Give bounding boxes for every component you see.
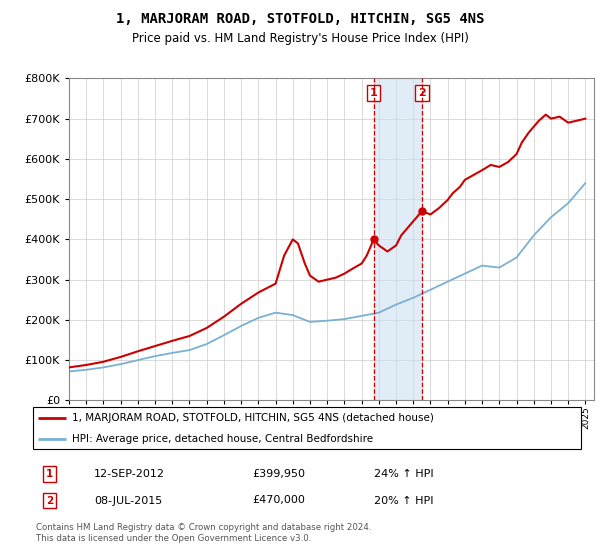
FancyBboxPatch shape bbox=[33, 407, 581, 449]
Text: Price paid vs. HM Land Registry's House Price Index (HPI): Price paid vs. HM Land Registry's House … bbox=[131, 32, 469, 45]
Text: 1: 1 bbox=[370, 88, 377, 98]
Text: £399,950: £399,950 bbox=[252, 469, 305, 479]
Text: HPI: Average price, detached house, Central Bedfordshire: HPI: Average price, detached house, Cent… bbox=[71, 435, 373, 444]
Text: 12-SEP-2012: 12-SEP-2012 bbox=[94, 469, 165, 479]
Text: 20% ↑ HPI: 20% ↑ HPI bbox=[374, 496, 434, 506]
Text: 1, MARJORAM ROAD, STOTFOLD, HITCHIN, SG5 4NS: 1, MARJORAM ROAD, STOTFOLD, HITCHIN, SG5… bbox=[116, 12, 484, 26]
Text: Contains HM Land Registry data © Crown copyright and database right 2024.
This d: Contains HM Land Registry data © Crown c… bbox=[35, 523, 371, 543]
Text: 2: 2 bbox=[418, 88, 426, 98]
Text: £470,000: £470,000 bbox=[252, 496, 305, 506]
Text: 2: 2 bbox=[46, 496, 53, 506]
Text: 1: 1 bbox=[46, 469, 53, 479]
Text: 24% ↑ HPI: 24% ↑ HPI bbox=[374, 469, 434, 479]
Bar bbox=[374, 78, 422, 400]
Text: 08-JUL-2015: 08-JUL-2015 bbox=[94, 496, 162, 506]
Text: 1, MARJORAM ROAD, STOTFOLD, HITCHIN, SG5 4NS (detached house): 1, MARJORAM ROAD, STOTFOLD, HITCHIN, SG5… bbox=[71, 413, 433, 423]
